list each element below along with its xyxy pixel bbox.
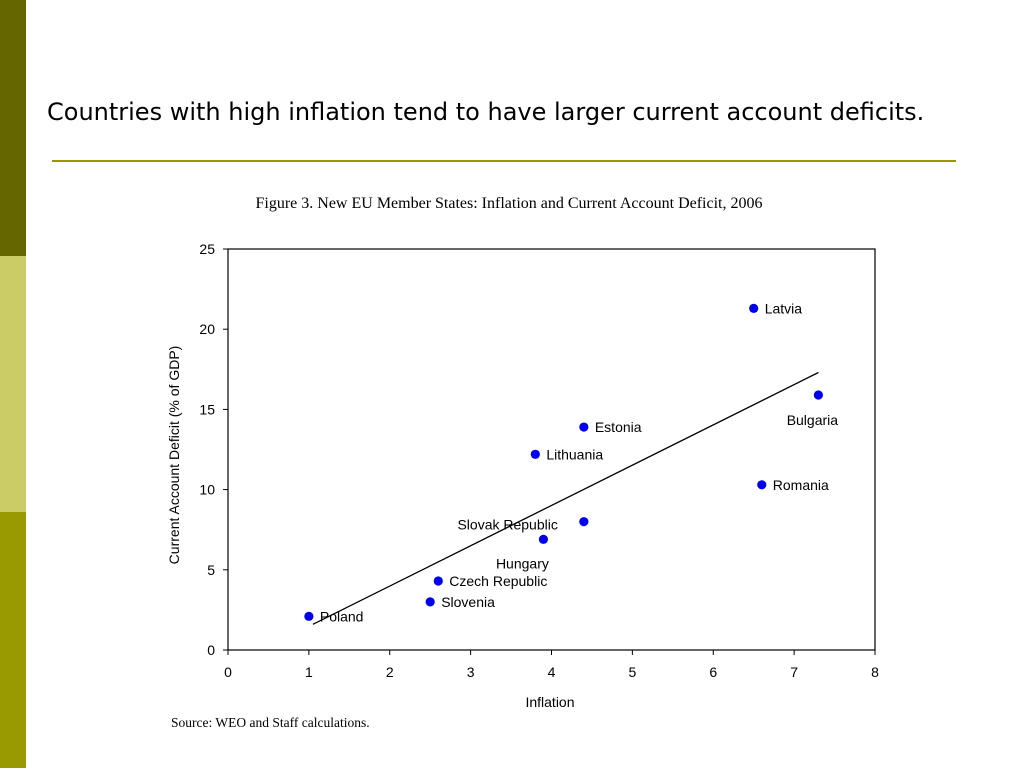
y-tick-label: 25	[199, 241, 215, 257]
y-tick-label: 0	[207, 642, 215, 658]
x-tick-label: 3	[467, 664, 475, 680]
point-label: Czech Republic	[449, 573, 547, 589]
point-label: Poland	[320, 608, 364, 624]
decorative-sidebar	[0, 0, 26, 768]
y-tick-label: 5	[207, 562, 215, 578]
data-point	[579, 422, 589, 432]
data-points: Latvia Bulgaria Estonia Lithuania Romania Slo…	[304, 300, 838, 624]
point-label: Hungary	[496, 555, 549, 571]
point-label: Slovak Republic	[457, 517, 557, 533]
y-tick-label: 10	[199, 482, 215, 498]
y-axis-label: Current Account Deficit (% of GDP)	[166, 346, 182, 565]
data-point	[757, 480, 767, 490]
data-point	[813, 390, 823, 400]
point-label: Latvia	[765, 300, 803, 316]
sidebar-band-light	[0, 256, 26, 512]
x-tick-label: 7	[790, 664, 798, 680]
x-tick-label: 8	[871, 664, 879, 680]
data-point	[749, 303, 759, 313]
slide-title: Countries with high inflation tend to ha…	[47, 98, 925, 126]
data-point	[304, 611, 314, 621]
x-tick-label: 5	[628, 664, 636, 680]
title-divider	[52, 160, 956, 162]
x-tick-label: 6	[709, 664, 717, 680]
x-tick-label: 1	[305, 664, 313, 680]
x-tick-label: 4	[548, 664, 556, 680]
sidebar-band-dark	[0, 0, 26, 256]
x-tick-label: 2	[386, 664, 394, 680]
x-tick-label: 0	[224, 664, 232, 680]
x-axis-label: Inflation	[525, 694, 574, 710]
data-point	[530, 449, 540, 459]
y-tick-label: 20	[199, 321, 215, 337]
point-label: Lithuania	[546, 446, 603, 462]
point-label: Slovenia	[441, 594, 495, 610]
y-tick-label: 15	[199, 401, 215, 417]
axis-ticks: 0 1 2 3 4 5 6 7 8 0 5 10 15 20 25	[199, 241, 879, 680]
point-label: Bulgaria	[787, 412, 839, 428]
point-label: Romania	[773, 477, 829, 493]
data-point	[538, 534, 549, 544]
sidebar-band-mid	[0, 512, 26, 768]
trend-line	[312, 371, 819, 625]
data-point	[579, 517, 589, 527]
data-point	[425, 597, 435, 607]
data-point	[433, 576, 443, 586]
source-note: Source: WEO and Staff calculations.	[171, 715, 370, 730]
figure-caption: Figure 3. New EU Member States: Inflatio…	[255, 195, 763, 212]
point-label: Estonia	[595, 419, 642, 435]
